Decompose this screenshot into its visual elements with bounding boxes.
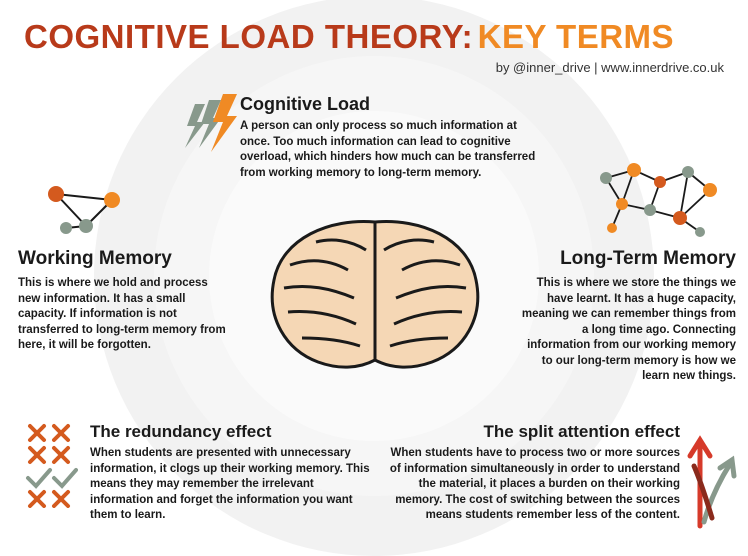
cognitive-load-body: A person can only process so much inform… (240, 119, 540, 181)
section-cognitive-load: Cognitive Load A person can only process… (240, 94, 540, 181)
redundancy-title: The redundancy effect (90, 422, 370, 442)
byline: by @inner_drive | www.innerdrive.co.uk (496, 60, 724, 75)
checklist-icon (24, 422, 78, 508)
split-attention-title: The split attention effect (388, 422, 680, 442)
section-working-memory: Working Memory This is where we hold and… (18, 248, 228, 354)
working-memory-title: Working Memory (18, 248, 228, 270)
redundancy-body: When students are presented with unneces… (90, 446, 370, 524)
network-small-icon (42, 180, 126, 240)
working-memory-body: This is where we hold and process new in… (18, 276, 228, 354)
arrows-icon (684, 430, 740, 530)
section-long-term-memory: Long-Term Memory This is where we store … (518, 248, 736, 385)
page-title: COGNITIVE LOAD THEORY: KEY TERMS (24, 18, 724, 56)
network-large-icon (592, 160, 722, 244)
lightning-icon (183, 94, 241, 158)
title-part2: KEY TERMS (478, 18, 674, 55)
split-attention-body: When students have to process two or mor… (388, 446, 680, 524)
brain-icon (260, 210, 490, 380)
section-redundancy: The redundancy effect When students are … (90, 422, 370, 524)
title-part1: COGNITIVE LOAD THEORY: (24, 18, 473, 55)
cognitive-load-title: Cognitive Load (240, 94, 540, 115)
section-split-attention: The split attention effect When students… (388, 422, 680, 524)
long-term-memory-body: This is where we store the things we hav… (518, 276, 736, 385)
long-term-memory-title: Long-Term Memory (518, 248, 736, 270)
